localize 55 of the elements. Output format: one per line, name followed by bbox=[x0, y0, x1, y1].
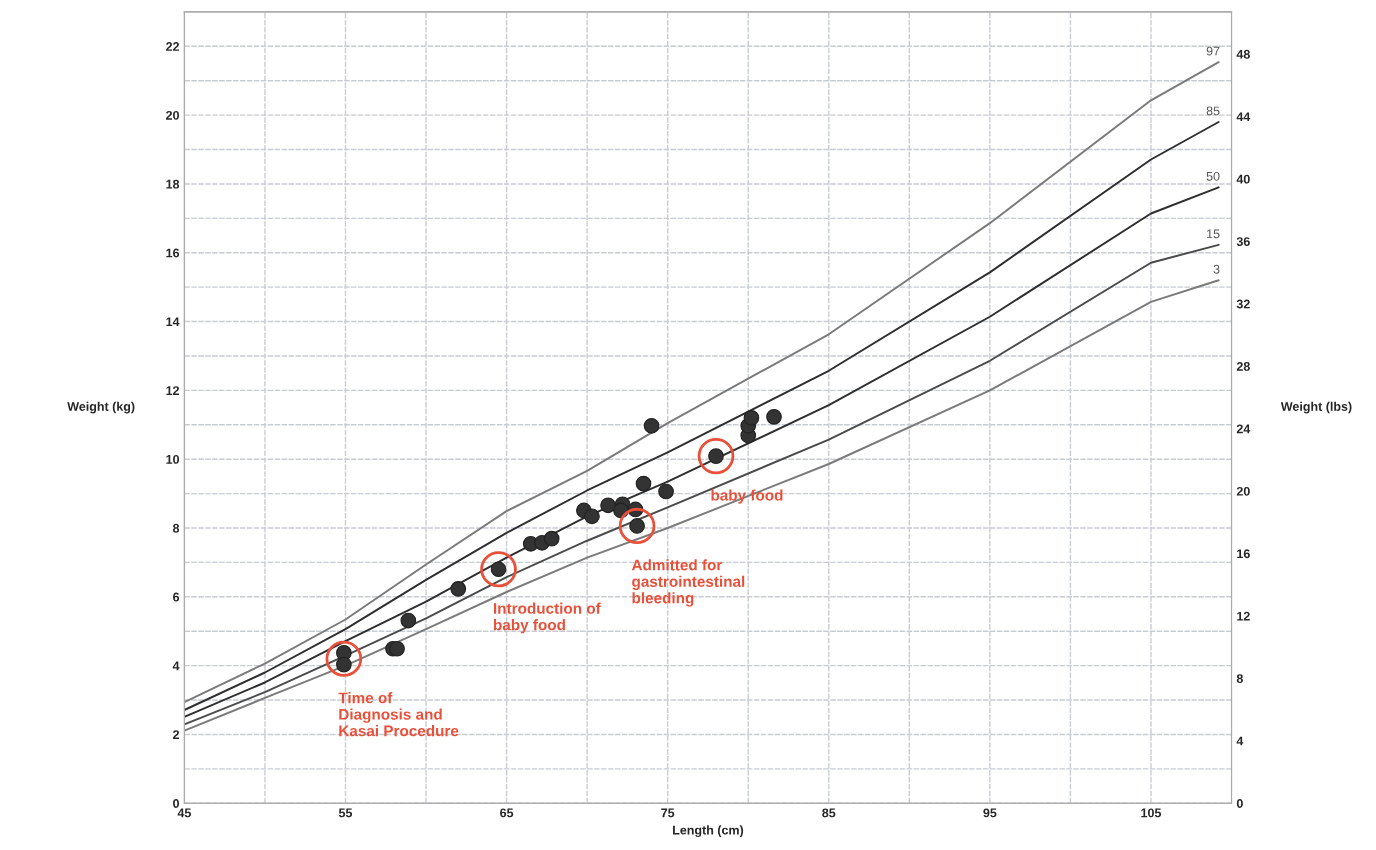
y-tick-label: 16 bbox=[166, 248, 180, 258]
series-label: 85 bbox=[1206, 106, 1220, 116]
x-tick-label: 85 bbox=[822, 808, 836, 818]
y-tick-label: 2 bbox=[173, 730, 180, 739]
point bbox=[743, 410, 760, 426]
y-tick-label: 14 bbox=[166, 317, 180, 327]
annotation: Admitted for gastrointestinal bleeding bbox=[631, 559, 745, 607]
annotation: Introduction of baby food bbox=[493, 602, 601, 634]
y2-tick-label: 24 bbox=[1236, 424, 1251, 434]
point bbox=[584, 508, 600, 525]
y-tick-label: 22 bbox=[166, 42, 180, 51]
y-tick-label: 10 bbox=[166, 454, 180, 464]
point bbox=[658, 483, 674, 500]
series-label: 97 bbox=[1206, 46, 1220, 56]
point bbox=[600, 497, 616, 514]
y-tick-label: 18 bbox=[166, 179, 180, 189]
point bbox=[450, 581, 467, 597]
x-tick-label: 75 bbox=[661, 808, 675, 818]
y2-axis-title: Weight (lbs) bbox=[1280, 401, 1352, 414]
point bbox=[400, 612, 417, 629]
y-tick-label: 0 bbox=[173, 799, 180, 808]
y2-tick-label: 8 bbox=[1236, 674, 1243, 684]
y2-tick-label: 44 bbox=[1236, 112, 1251, 122]
y2-tick-label: 4 bbox=[1236, 736, 1244, 746]
y2-tick-label: 0 bbox=[1236, 799, 1243, 808]
y2-tick-label: 12 bbox=[1237, 611, 1250, 621]
x-tick-label: 105 bbox=[1141, 808, 1162, 818]
y-tick-label: 12 bbox=[166, 386, 180, 395]
y-tick-label: 4 bbox=[172, 661, 180, 671]
y2-tick-label: 16 bbox=[1237, 549, 1250, 559]
series-label: 50 bbox=[1206, 171, 1220, 181]
point bbox=[389, 640, 405, 657]
point bbox=[635, 475, 652, 492]
y2-tick-label: 36 bbox=[1236, 237, 1250, 247]
x-tick-label: 65 bbox=[500, 808, 514, 818]
series-label: 15 bbox=[1207, 229, 1220, 239]
point bbox=[543, 530, 560, 547]
y-tick-label: 6 bbox=[173, 592, 180, 602]
point bbox=[643, 417, 660, 434]
y-tick-label: 20 bbox=[166, 110, 180, 120]
y2-tick-label: 40 bbox=[1236, 174, 1250, 184]
y-tick-label: 8 bbox=[172, 523, 180, 533]
point bbox=[766, 409, 782, 425]
x-tick-label: 55 bbox=[338, 808, 353, 818]
y2-tick-label: 28 bbox=[1236, 362, 1250, 371]
annotation: Time of Diagnosis and Kasai Procedure bbox=[338, 692, 459, 737]
y2-tick-label: 20 bbox=[1236, 486, 1250, 496]
y2-tick-label: 48 bbox=[1236, 49, 1250, 59]
series-label: 3 bbox=[1213, 264, 1220, 274]
x-tick-label: 45 bbox=[177, 808, 191, 818]
x-axis-title: Length (cm) bbox=[673, 825, 744, 838]
annotation: baby food bbox=[711, 489, 783, 504]
x-tick-label: 95 bbox=[983, 808, 997, 818]
y2-tick-label: 32 bbox=[1236, 299, 1250, 309]
y-axis-title: Weight (kg) bbox=[67, 401, 135, 414]
